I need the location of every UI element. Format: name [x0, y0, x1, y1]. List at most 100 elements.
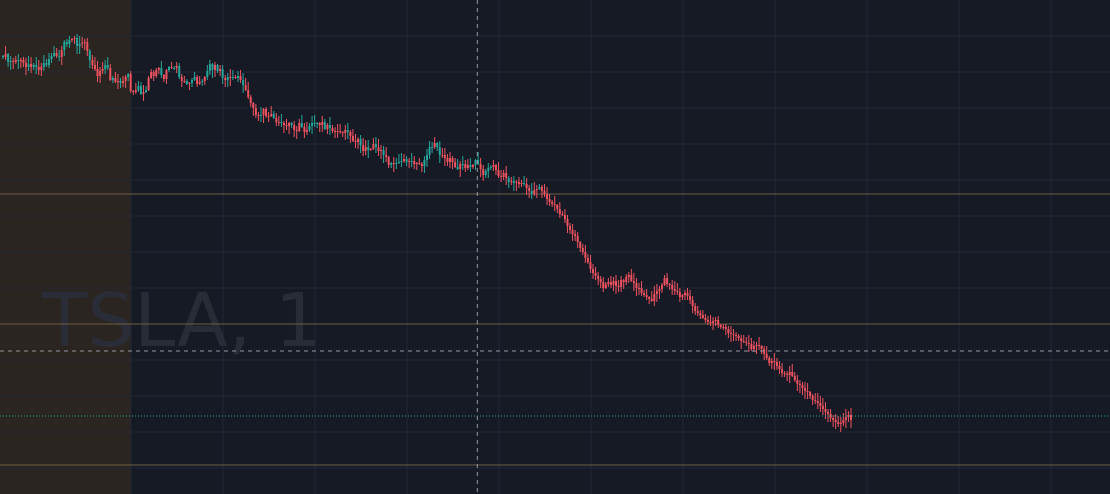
candle[interactable]	[191, 78, 194, 87]
candle[interactable]	[814, 393, 817, 404]
candle-body[interactable]	[781, 369, 784, 373]
candle[interactable]	[165, 69, 168, 84]
candle-body[interactable]	[553, 204, 556, 205]
candle[interactable]	[548, 194, 551, 206]
candle-body[interactable]	[351, 136, 354, 141]
candle[interactable]	[316, 122, 319, 128]
candle-body[interactable]	[134, 90, 137, 92]
candle[interactable]	[735, 332, 738, 341]
candle[interactable]	[152, 70, 155, 81]
candle-body[interactable]	[68, 40, 71, 44]
candle[interactable]	[696, 306, 699, 316]
candle-body[interactable]	[801, 385, 804, 388]
candle[interactable]	[116, 74, 119, 89]
candle[interactable]	[436, 142, 439, 151]
candle-body[interactable]	[262, 109, 265, 115]
candle[interactable]	[150, 69, 153, 79]
candle[interactable]	[22, 57, 25, 67]
candle[interactable]	[474, 159, 477, 170]
candle-body[interactable]	[170, 67, 173, 68]
candle-body[interactable]	[175, 66, 178, 68]
candle-body[interactable]	[155, 70, 158, 76]
candle[interactable]	[346, 123, 349, 139]
candle-body[interactable]	[745, 342, 748, 343]
candle[interactable]	[635, 278, 638, 296]
candle-body[interactable]	[331, 128, 334, 131]
candle-body[interactable]	[208, 64, 211, 71]
candle[interactable]	[729, 326, 732, 342]
candle-body[interactable]	[612, 281, 615, 285]
candle-body[interactable]	[305, 130, 308, 132]
candle-body[interactable]	[489, 167, 492, 168]
candle[interactable]	[208, 60, 211, 75]
candle-body[interactable]	[395, 163, 398, 164]
candle[interactable]	[155, 68, 158, 78]
candle-body[interactable]	[607, 282, 610, 284]
candle[interactable]	[145, 86, 148, 93]
candle[interactable]	[418, 158, 421, 165]
candle-body[interactable]	[798, 384, 801, 385]
candle[interactable]	[47, 53, 50, 68]
candle-body[interactable]	[185, 81, 188, 84]
candle[interactable]	[752, 341, 755, 352]
candle-body[interactable]	[528, 188, 531, 191]
candle[interactable]	[530, 183, 533, 199]
candle[interactable]	[694, 303, 697, 315]
candle[interactable]	[183, 76, 186, 83]
candle-body[interactable]	[364, 147, 367, 151]
candle[interactable]	[750, 338, 753, 351]
candle[interactable]	[308, 123, 311, 132]
candle-body[interactable]	[308, 126, 311, 130]
candle[interactable]	[231, 70, 234, 80]
candle[interactable]	[362, 138, 365, 156]
candle-body[interactable]	[298, 123, 301, 131]
candle[interactable]	[620, 276, 623, 292]
candle-body[interactable]	[747, 343, 750, 344]
candle-body[interactable]	[12, 61, 15, 62]
candle-body[interactable]	[4, 54, 7, 57]
candle-body[interactable]	[60, 50, 63, 57]
candle-body[interactable]	[717, 320, 720, 325]
candle-body[interactable]	[201, 81, 204, 82]
candle[interactable]	[249, 95, 252, 107]
candle[interactable]	[666, 273, 669, 287]
candle[interactable]	[76, 34, 79, 54]
candle[interactable]	[722, 324, 725, 330]
candle-body[interactable]	[244, 85, 247, 90]
candle-body[interactable]	[778, 366, 781, 369]
candle[interactable]	[122, 76, 125, 87]
candle[interactable]	[602, 277, 605, 292]
candle-body[interactable]	[436, 143, 439, 147]
candle[interactable]	[101, 62, 104, 74]
candle-body[interactable]	[763, 349, 766, 354]
candle[interactable]	[326, 123, 329, 134]
candle-body[interactable]	[622, 280, 625, 282]
candle[interactable]	[701, 310, 704, 319]
candle-body[interactable]	[844, 417, 847, 420]
candle[interactable]	[650, 291, 653, 302]
candle-body[interactable]	[231, 77, 234, 78]
candle-body[interactable]	[359, 139, 362, 145]
candle-body[interactable]	[507, 178, 510, 182]
candle-body[interactable]	[563, 215, 566, 219]
candle-body[interactable]	[584, 252, 587, 258]
candle[interactable]	[259, 107, 262, 122]
candle-body[interactable]	[732, 334, 735, 335]
candle-body[interactable]	[50, 56, 53, 59]
candle-body[interactable]	[180, 77, 183, 81]
candle[interactable]	[804, 382, 807, 399]
candle[interactable]	[73, 36, 76, 44]
candle[interactable]	[477, 152, 480, 165]
candle-body[interactable]	[517, 182, 520, 184]
candle-body[interactable]	[193, 77, 196, 80]
candle-body[interactable]	[42, 63, 45, 67]
candle-body[interactable]	[410, 161, 413, 162]
candle[interactable]	[581, 244, 584, 255]
candle[interactable]	[104, 60, 107, 74]
candle[interactable]	[842, 413, 845, 426]
candle-body[interactable]	[510, 181, 513, 182]
candle-body[interactable]	[645, 295, 648, 297]
candle[interactable]	[328, 117, 331, 135]
candle-body[interactable]	[678, 292, 681, 297]
candle-body[interactable]	[206, 71, 209, 77]
